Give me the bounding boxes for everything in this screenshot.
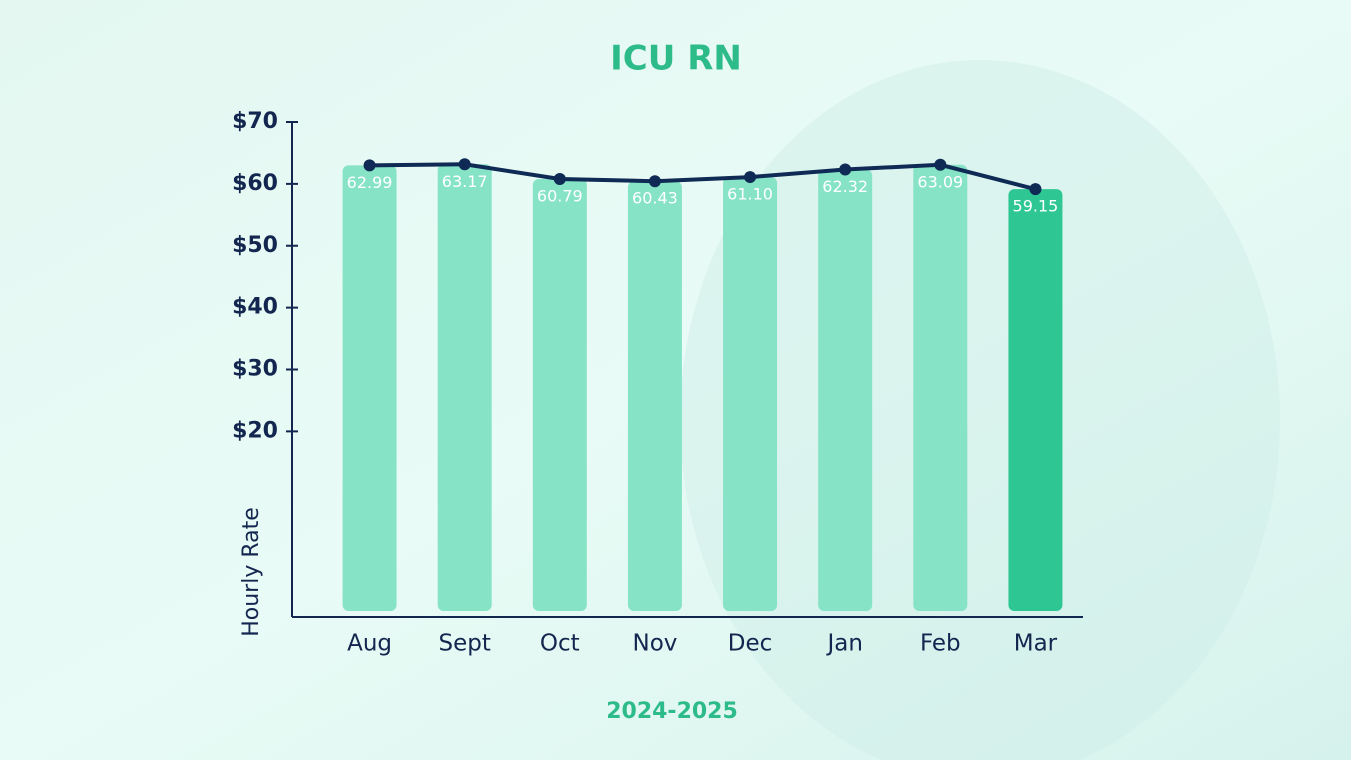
bar bbox=[532, 178, 587, 611]
x-tick-label: Jan bbox=[825, 631, 862, 657]
x-axis-title: 2024-2025 bbox=[606, 699, 738, 724]
line-point bbox=[363, 159, 376, 172]
x-tick-label: Nov bbox=[632, 631, 677, 657]
line-point bbox=[839, 163, 852, 176]
bar bbox=[723, 177, 778, 611]
line-point bbox=[648, 175, 661, 188]
bar bbox=[913, 164, 968, 612]
x-tick-label: Sept bbox=[439, 631, 491, 657]
y-tick-label: $20 bbox=[232, 418, 278, 443]
x-tick-label: Oct bbox=[540, 631, 580, 657]
line-point bbox=[553, 172, 566, 185]
y-tick-label: $40 bbox=[232, 295, 278, 320]
data-label: 63.09 bbox=[917, 172, 963, 191]
line-point bbox=[934, 158, 947, 171]
bar bbox=[818, 169, 873, 611]
line-point bbox=[1029, 183, 1042, 196]
data-label: 60.43 bbox=[632, 189, 678, 208]
y-tick-label: $70 bbox=[232, 109, 278, 134]
x-tick-label: Aug bbox=[347, 631, 392, 657]
line-point bbox=[744, 171, 757, 184]
bar bbox=[437, 164, 492, 611]
y-tick-label: $60 bbox=[232, 171, 278, 196]
y-axis-title: Hourly Rate bbox=[239, 507, 264, 637]
data-label: 62.32 bbox=[822, 177, 868, 196]
bar bbox=[342, 165, 397, 611]
x-tick-label: Mar bbox=[1014, 631, 1058, 657]
data-label: 61.10 bbox=[727, 185, 773, 204]
bar bbox=[1008, 189, 1063, 611]
data-label: 59.15 bbox=[1013, 197, 1059, 216]
chart-title: ICU RN bbox=[610, 39, 742, 79]
data-label: 60.79 bbox=[537, 186, 583, 205]
line-point bbox=[458, 158, 471, 171]
y-tick-label: $30 bbox=[232, 357, 278, 382]
x-tick-label: Dec bbox=[728, 631, 773, 657]
x-tick-label: Feb bbox=[920, 631, 961, 657]
data-label: 63.17 bbox=[442, 172, 488, 191]
bar bbox=[627, 181, 682, 612]
data-label: 62.99 bbox=[347, 173, 393, 192]
y-tick-label: $50 bbox=[232, 233, 278, 258]
trend-line bbox=[369, 162, 1036, 192]
